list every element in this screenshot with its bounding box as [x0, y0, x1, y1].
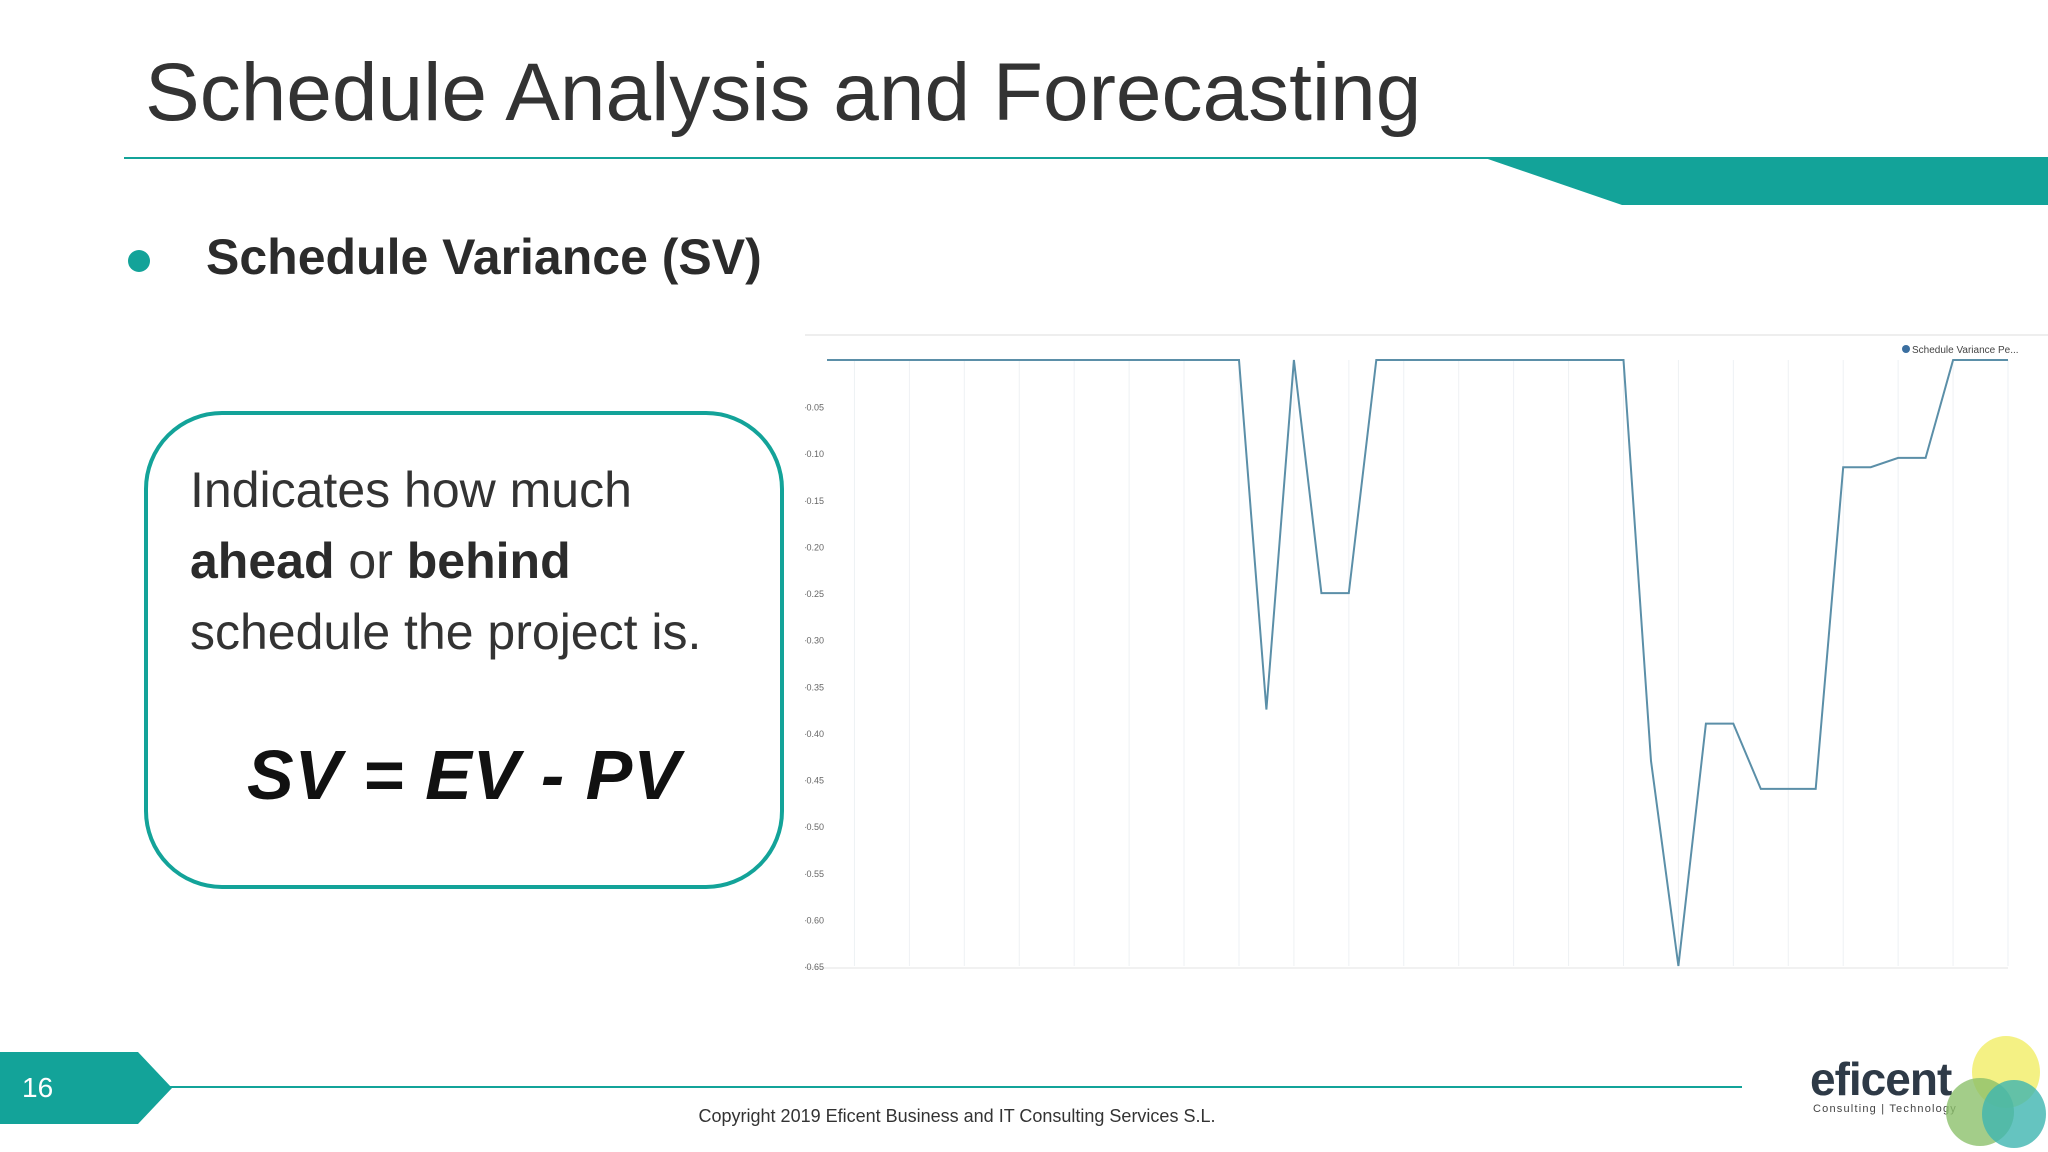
chart-series-line — [827, 359, 2008, 967]
copyright-text: Copyright 2019 Eficent Business and IT C… — [0, 1106, 2048, 1127]
logo-blobs-icon — [1946, 1036, 2046, 1148]
logo-wordmark: eficent — [1810, 1053, 1952, 1105]
bullet-dot-icon — [128, 250, 150, 272]
definition-or: or — [334, 533, 407, 589]
definition-ahead: ahead — [190, 533, 335, 589]
legend-label: Schedule Variance Pe... — [1912, 345, 2019, 356]
chart-y-tick-label: -0.15 — [805, 496, 824, 506]
slide-title: Schedule Analysis and Forecasting — [145, 47, 1422, 138]
bullet-heading: Schedule Variance (SV) — [206, 229, 762, 285]
title-underline — [124, 157, 2048, 159]
definition-text: Indicates how much ahead or behind sched… — [190, 455, 750, 668]
definition-box: Indicates how much ahead or behind sched… — [144, 411, 784, 889]
chart-y-tick-label: -0.05 — [805, 403, 824, 413]
chart-y-tick-label: -0.20 — [805, 542, 824, 552]
eficent-logo: eficent Consulting | Technology — [1810, 1030, 2048, 1152]
legend-marker-icon — [1902, 345, 1910, 353]
chart-y-tick-label: -0.45 — [805, 776, 824, 786]
chart-y-tick-label: -0.50 — [805, 822, 824, 832]
chart-y-tick-label: -0.60 — [805, 915, 824, 925]
chart-y-tick-label: -0.55 — [805, 869, 824, 879]
page-number: 16 — [22, 1072, 54, 1103]
chart-y-tick-label: -0.25 — [805, 589, 824, 599]
footer-page-tab — [0, 1052, 172, 1124]
footer-line — [170, 1086, 1742, 1088]
definition-behind: behind — [406, 533, 571, 589]
chart-y-tick-label: -0.35 — [805, 682, 824, 692]
logo-tagline: Consulting | Technology — [1813, 1103, 1957, 1115]
schedule-variance-chart: -0.05 -0.10 -0.15 -0.20 -0.25 -0.30 -0.35 -0.40… — [805, 334, 2048, 972]
chart-y-tick-label: -0.10 — [805, 449, 824, 459]
definition-line-3: schedule the project is. — [190, 604, 702, 660]
chart-y-tick-label: -0.65 — [805, 962, 824, 972]
sv-formula: SV = EV - PV — [246, 736, 682, 814]
copyright-label: Copyright 2019 Eficent Business and IT C… — [698, 1106, 1216, 1126]
chart-y-tick-label: -0.40 — [805, 729, 824, 739]
definition-line-1: Indicates how much — [190, 462, 632, 518]
chart-y-tick-label: -0.30 — [805, 636, 824, 646]
